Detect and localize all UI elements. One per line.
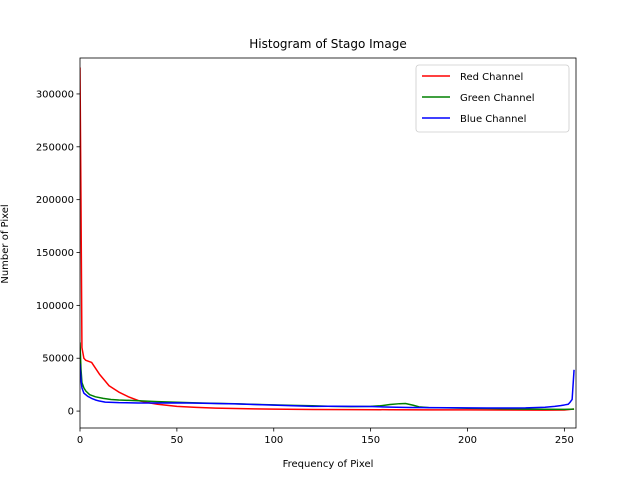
y-tick-label: 150000 bbox=[36, 248, 74, 259]
y-tick-label: 300000 bbox=[36, 89, 74, 100]
plot-area bbox=[80, 67, 575, 411]
series-line-blue-channel bbox=[80, 363, 575, 409]
y-tick-label: 250000 bbox=[36, 142, 74, 153]
x-tick-label: 250 bbox=[555, 435, 574, 446]
series-layer bbox=[80, 67, 575, 411]
y-tick-label: 50000 bbox=[42, 354, 74, 365]
y-tick-label: 200000 bbox=[36, 195, 74, 206]
x-tick-label: 100 bbox=[264, 435, 283, 446]
series-line-red-channel bbox=[80, 67, 575, 411]
y-tick-label: 100000 bbox=[36, 301, 74, 312]
legend-label-red-channel: Red Channel bbox=[460, 72, 523, 83]
legend-box bbox=[415, 64, 570, 133]
x-axis-label: Frequency of Pixel bbox=[283, 459, 374, 470]
y-tick-label: 0 bbox=[68, 407, 74, 418]
y-axis-label: Number of Pixel bbox=[0, 204, 11, 283]
x-tick-label: 50 bbox=[171, 435, 184, 446]
legend-label-blue-channel: Blue Channel bbox=[460, 114, 526, 125]
legend-label-green-channel: Green Channel bbox=[460, 93, 535, 104]
axes-layer: 0 50 100 150 200 250 0 50000 100000 150000 200000 2… bbox=[36, 57, 577, 446]
x-tick-label: 150 bbox=[361, 435, 380, 446]
chart-title: Histogram of Stago Image bbox=[249, 37, 406, 51]
x-tick-label: 0 bbox=[77, 435, 83, 446]
plot-frame bbox=[79, 57, 577, 429]
x-tick-label: 200 bbox=[458, 435, 477, 446]
legend: Red Channel Green Channel Blue Channel bbox=[415, 64, 570, 133]
